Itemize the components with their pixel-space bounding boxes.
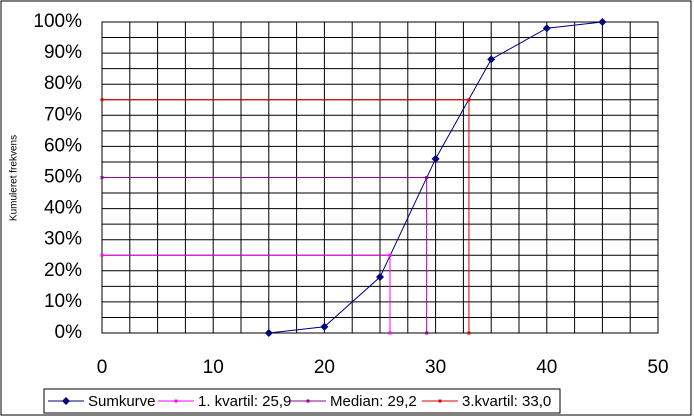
data-point <box>431 154 440 163</box>
data-point <box>598 18 607 26</box>
y-tick-label: 0% <box>55 322 83 343</box>
y-tick-label: 100% <box>33 11 82 32</box>
x-tick-label: 0 <box>97 357 108 378</box>
y-tick-label: 40% <box>44 198 82 219</box>
legend-marker <box>438 399 442 403</box>
data-point <box>467 98 471 102</box>
data-point <box>376 273 384 282</box>
data-point <box>467 331 471 335</box>
y-tick-label: 80% <box>44 73 82 94</box>
y-tick-label: 70% <box>44 104 82 125</box>
data-point <box>542 24 551 33</box>
data-point <box>425 331 429 335</box>
data-point <box>388 331 392 335</box>
y-tick-label: 60% <box>44 135 82 156</box>
data-point <box>320 322 329 331</box>
x-tick-label: 10 <box>203 357 224 378</box>
legend-label: Sumkurve <box>88 393 156 410</box>
y-axis-title: Kumuleret frekvens <box>9 135 20 221</box>
y-tick-label: 10% <box>44 291 82 312</box>
y-tick-label: 50% <box>44 167 82 188</box>
legend-label: 3.kvartil: 33,0 <box>462 393 551 410</box>
data-point <box>100 253 104 257</box>
data-point <box>264 329 273 337</box>
x-tick-label: 40 <box>536 357 557 378</box>
y-tick-label: 90% <box>44 42 82 63</box>
y-tick-label: 30% <box>44 229 82 250</box>
data-point <box>100 98 104 102</box>
data-point <box>388 253 392 257</box>
data-point <box>100 176 104 179</box>
data-point <box>487 55 496 64</box>
x-tick-label: 30 <box>425 357 446 378</box>
legend-label: Median: 29,2 <box>330 393 417 410</box>
x-tick-label: 20 <box>314 357 335 378</box>
legend-marker <box>174 399 178 403</box>
data-point <box>425 176 429 179</box>
legend-marker <box>306 399 310 403</box>
legend-marker <box>62 397 70 405</box>
y-tick-label: 20% <box>44 260 82 281</box>
legend-label: 1. kvartil: 25,9 <box>198 393 291 410</box>
x-tick-label: 50 <box>647 357 668 378</box>
